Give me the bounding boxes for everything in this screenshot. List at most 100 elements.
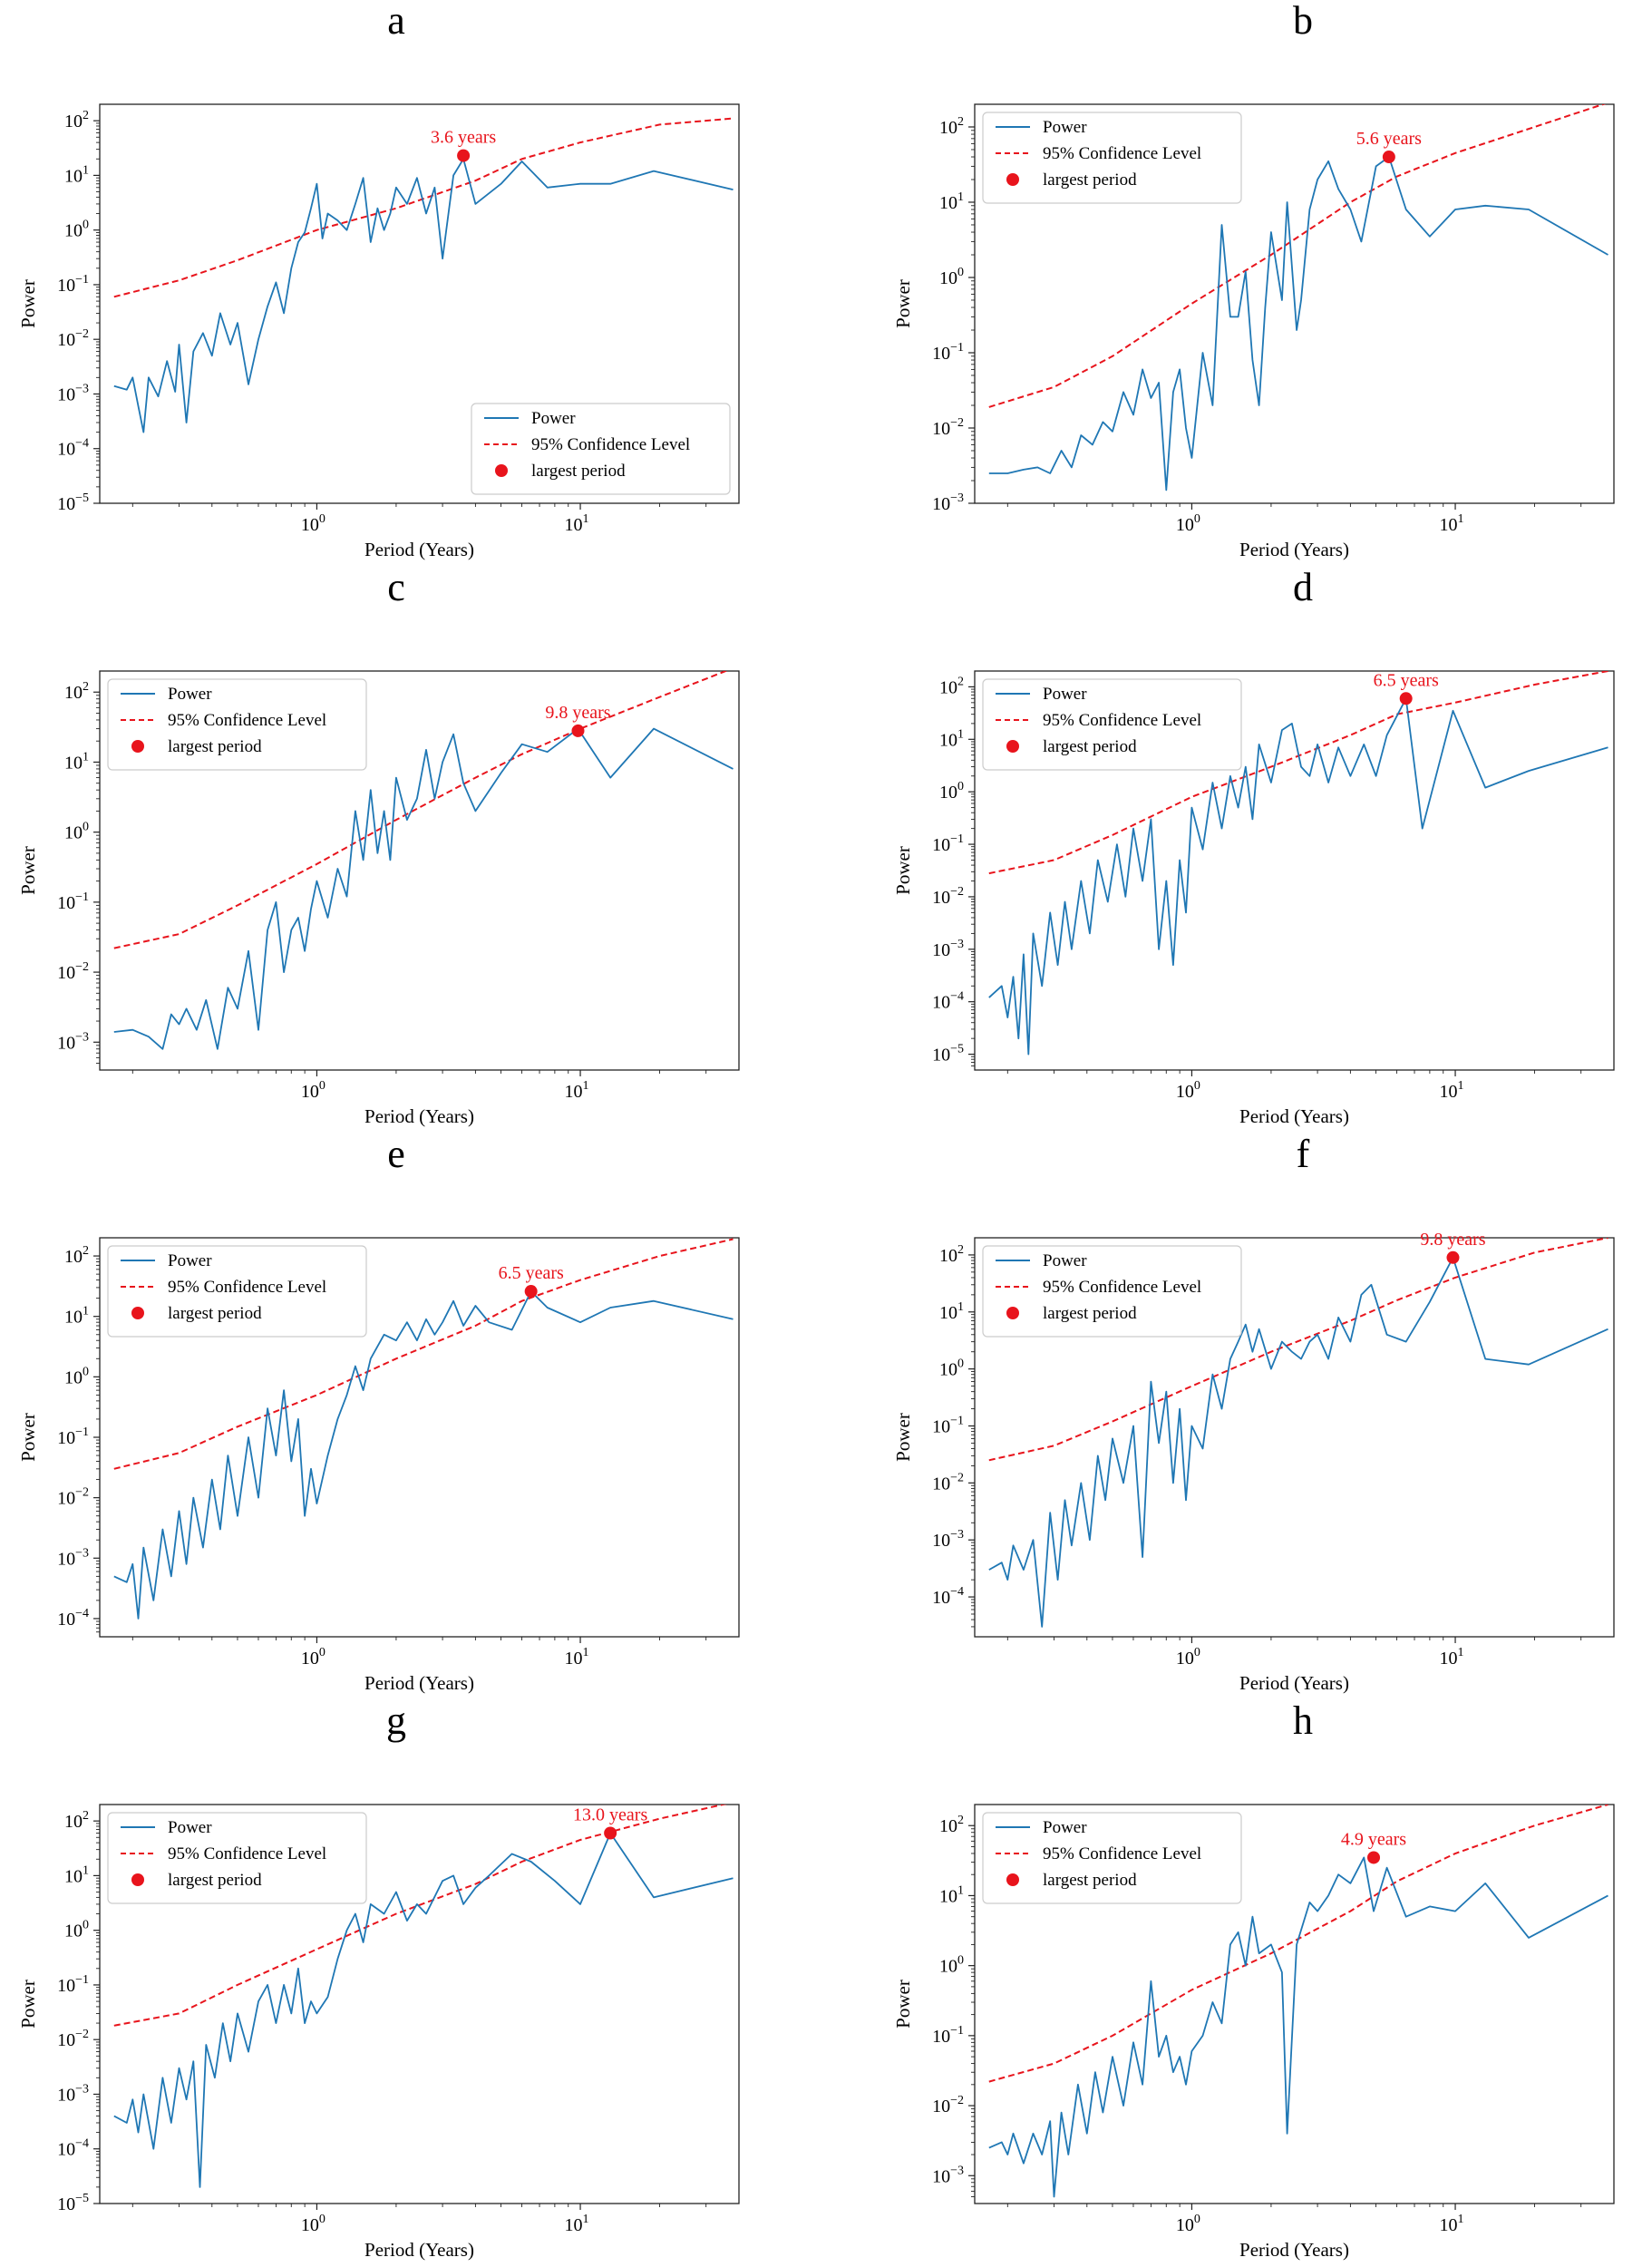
y-tick-label: 10−2 xyxy=(932,416,964,439)
y-axis-label: Power xyxy=(17,1413,39,1462)
x-tick-label: 100 xyxy=(1176,1646,1200,1669)
peak-annotation: 4.9 years xyxy=(1341,1829,1406,1849)
legend-power-label: Power xyxy=(531,409,576,428)
y-tick-label: 10−4 xyxy=(932,1585,964,1608)
y-tick-label: 10−3 xyxy=(57,382,89,404)
legend-peak-label: largest period xyxy=(1043,1304,1137,1323)
y-tick-label: 102 xyxy=(939,1243,964,1266)
legend-box xyxy=(107,1245,367,1338)
legend-confidence-label: 95% Confidence Level xyxy=(531,435,690,454)
y-tick-label: 102 xyxy=(939,1814,964,1836)
legend-confidence-label: 95% Confidence Level xyxy=(1043,1278,1201,1297)
peak-annotation: 5.6 years xyxy=(1356,129,1422,149)
legend-peak-swatch xyxy=(131,740,144,753)
power-line xyxy=(113,727,734,1050)
legend-peak-swatch xyxy=(131,1873,144,1886)
power-line xyxy=(113,1290,734,1620)
legend-box xyxy=(982,1245,1242,1338)
legend-box xyxy=(982,1812,1242,1904)
peak-marker xyxy=(1446,1250,1460,1264)
y-tick-label: 10−2 xyxy=(932,885,964,908)
plot-area xyxy=(113,1238,734,1620)
confidence-line xyxy=(988,1805,1608,2083)
legend-confidence-label: 95% Confidence Level xyxy=(168,1278,326,1297)
y-tick-label: 100 xyxy=(939,1954,964,1977)
peak-marker xyxy=(1399,692,1413,705)
x-axis-label: Period (Years) xyxy=(364,539,474,560)
y-tick-label: 102 xyxy=(64,109,89,131)
x-tick-label: 101 xyxy=(565,1646,589,1669)
x-axis-label: Period (Years) xyxy=(1239,539,1349,560)
legend: Power 95% Confidence Level largest period xyxy=(982,112,1242,204)
y-tick-label: 10−1 xyxy=(57,890,89,913)
y-axis-label: Power xyxy=(892,846,914,895)
power-line xyxy=(988,156,1608,491)
y-tick-label: 10−3 xyxy=(932,2164,964,2186)
panel-label: h xyxy=(1293,1698,1313,1743)
y-tick-label: 10−4 xyxy=(57,437,89,460)
legend: Power 95% Confidence Level largest period xyxy=(107,1812,367,1904)
chart-panel-d: d 10−5 10−4 10−3 10−2 10−1 100 101 102 100 101 Peri… xyxy=(892,565,1615,1127)
x-tick-label: 101 xyxy=(565,1079,589,1102)
x-axis-label: Period (Years) xyxy=(364,1105,474,1127)
y-tick-label: 10−5 xyxy=(932,1043,964,1065)
legend: Power 95% Confidence Level largest period xyxy=(982,1812,1242,1904)
x-tick-label: 101 xyxy=(565,512,589,535)
legend-box xyxy=(982,112,1242,204)
plot-area xyxy=(988,1238,1608,1628)
x-tick-label: 100 xyxy=(301,1079,326,1102)
legend-peak-label: largest period xyxy=(1043,170,1137,190)
x-axis-label: Period (Years) xyxy=(1239,2239,1349,2261)
x-tick-label: 100 xyxy=(1176,2213,1200,2235)
legend-confidence-label: 95% Confidence Level xyxy=(1043,711,1201,730)
x-tick-label: 101 xyxy=(1440,1079,1464,1102)
peak-marker xyxy=(457,149,471,162)
plot-frame xyxy=(974,103,1615,504)
panel-label: e xyxy=(387,1132,405,1176)
x-axis-label: Period (Years) xyxy=(364,1672,474,1694)
y-axis-label: Power xyxy=(892,1413,914,1462)
peak-marker xyxy=(1382,151,1395,164)
y-tick-label: 10−2 xyxy=(57,1486,89,1509)
y-tick-label: 10−2 xyxy=(932,2094,964,2116)
y-tick-label: 10−1 xyxy=(57,1973,89,1996)
y-tick-label: 10−1 xyxy=(57,273,89,296)
legend-power-label: Power xyxy=(1043,1251,1087,1270)
chart-panel-c: c 10−3 10−2 10−1 100 101 102 100 101 Period (Year… xyxy=(17,565,740,1127)
legend-power-label: Power xyxy=(1043,118,1087,137)
legend-confidence-label: 95% Confidence Level xyxy=(1043,1844,1201,1863)
y-tick-label: 100 xyxy=(939,780,964,803)
y-tick-label: 100 xyxy=(64,219,89,241)
plot-area xyxy=(113,117,734,433)
y-tick-label: 101 xyxy=(939,1300,964,1323)
y-tick-label: 101 xyxy=(939,727,964,750)
confidence-line xyxy=(988,104,1607,408)
legend-confidence-label: 95% Confidence Level xyxy=(1043,144,1201,163)
x-tick-label: 100 xyxy=(1176,512,1200,535)
legend-box xyxy=(107,678,367,771)
y-tick-label: 10−3 xyxy=(932,491,964,514)
y-tick-label: 100 xyxy=(939,1357,964,1380)
y-tick-label: 10−1 xyxy=(57,1425,89,1448)
legend-peak-swatch xyxy=(495,464,508,477)
y-tick-label: 10−3 xyxy=(932,938,964,960)
y-axis-label: Power xyxy=(17,846,39,895)
y-tick-label: 10−3 xyxy=(57,1030,89,1053)
confidence-line xyxy=(988,1238,1608,1462)
plot-area xyxy=(113,1805,734,2188)
confidence-line xyxy=(113,117,734,298)
y-tick-label: 10−5 xyxy=(57,2192,89,2214)
peak-marker xyxy=(1367,1851,1381,1864)
y-tick-label: 101 xyxy=(939,1883,964,1906)
plot-area xyxy=(113,671,734,1050)
peak-annotation: 3.6 years xyxy=(431,128,496,148)
y-tick-label: 10−2 xyxy=(57,327,89,350)
plot-frame xyxy=(99,103,740,504)
chart-panel-g: g 10−5 10−4 10−3 10−2 10−1 100 101 102 100 101 Peri… xyxy=(17,1698,740,2261)
peak-marker xyxy=(604,1826,617,1840)
chart-panel-a: a 10−5 10−4 10−3 10−2 10−1 100 101 102 100 101 Peri… xyxy=(17,0,740,560)
y-tick-label: 10−4 xyxy=(932,990,964,1013)
y-tick-label: 102 xyxy=(64,1244,89,1267)
chart-panel-b: b 10−3 10−2 10−1 100 101 102 100 101 Period (Year… xyxy=(892,0,1615,560)
peak-annotation: 6.5 years xyxy=(1374,670,1439,690)
